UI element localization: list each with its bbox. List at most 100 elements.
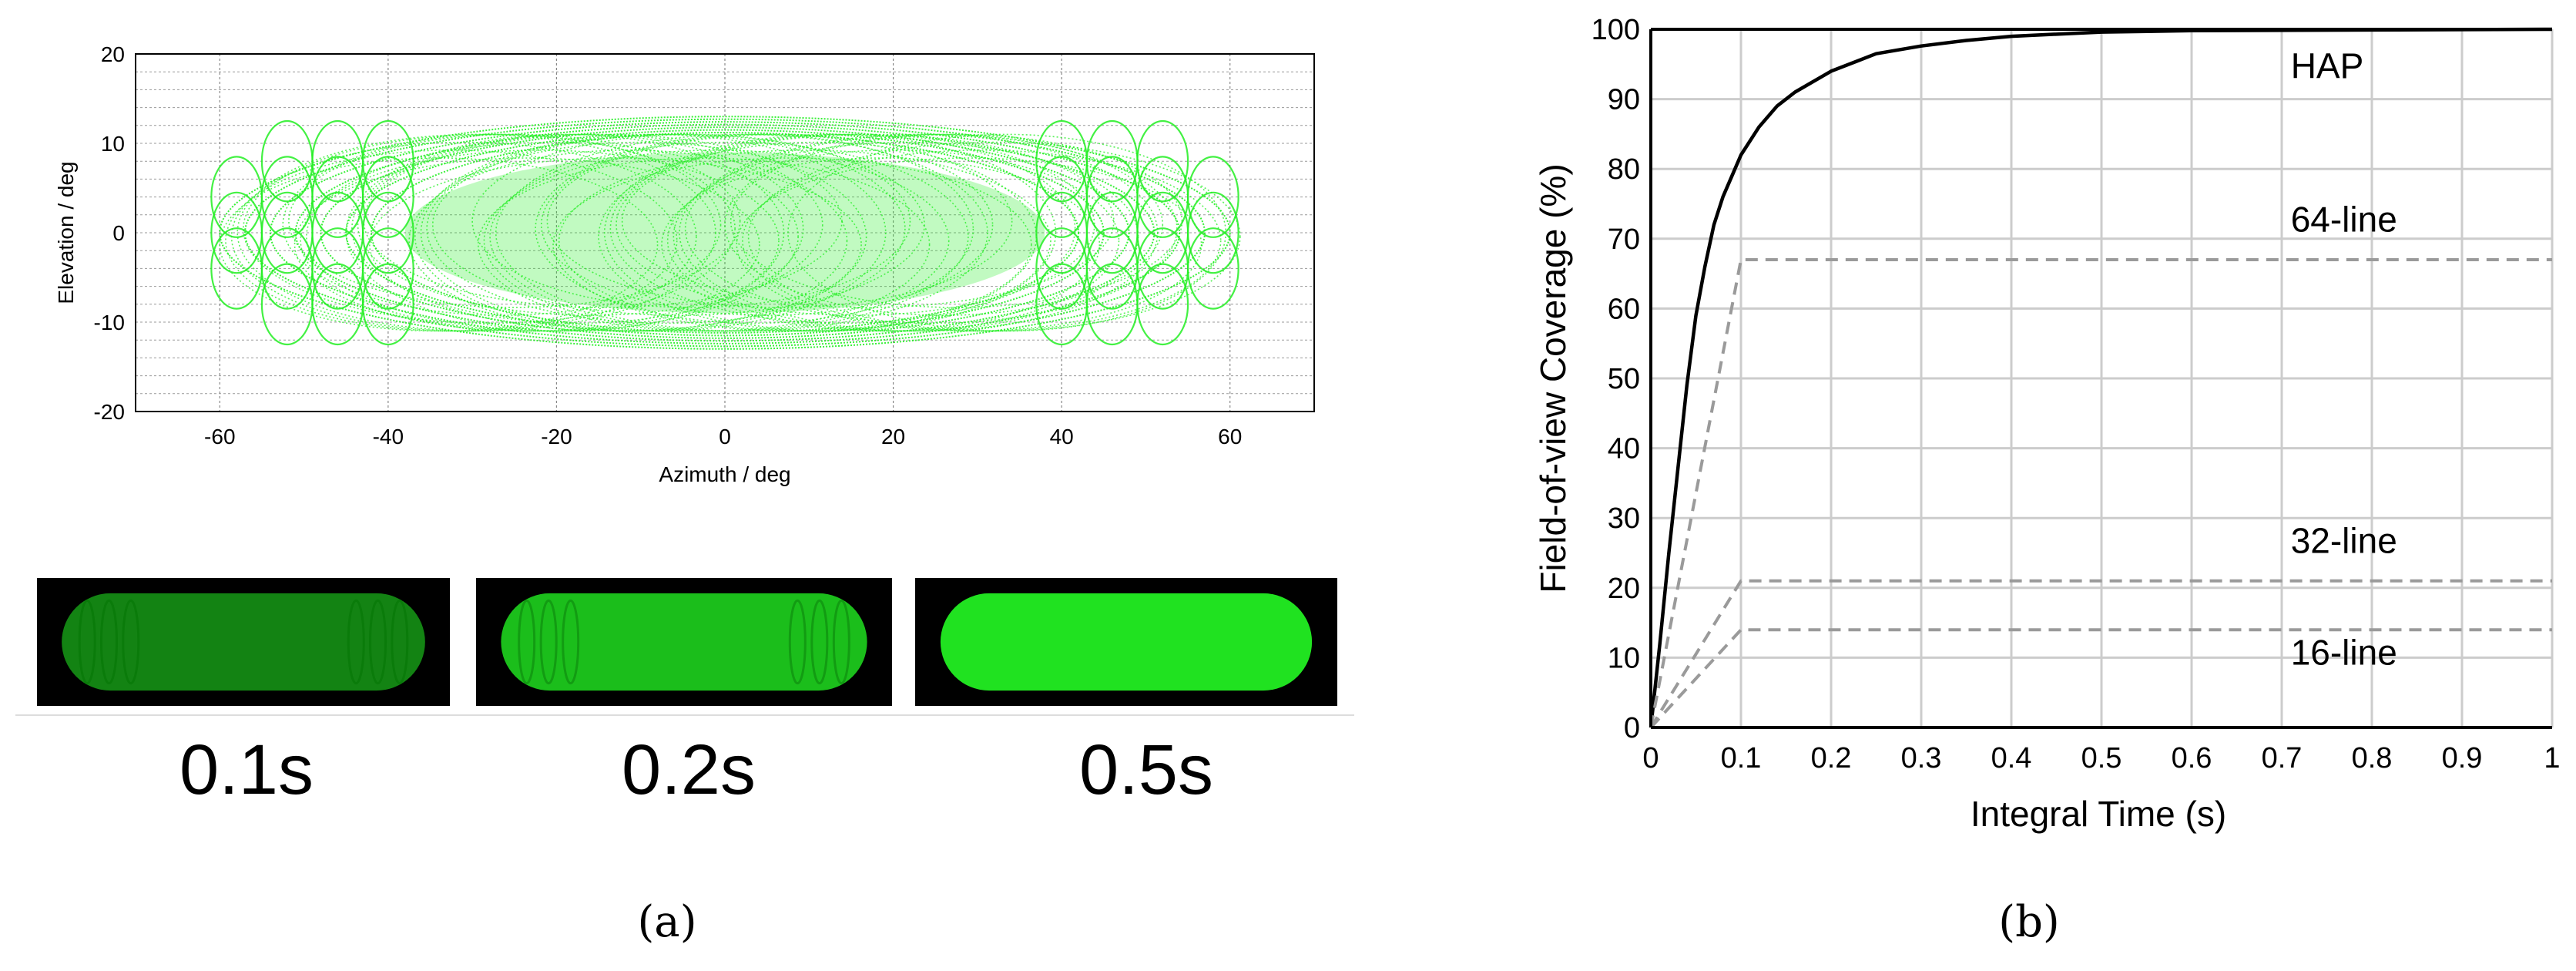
thumbnail-strip: 0.1s 0.2s 0.5s [15,578,1354,809]
scan-lobe [361,119,414,203]
coverage-x-tick-label: 1 [2544,742,2560,774]
thumbnail-lobe [562,599,580,685]
coverage-y-tick-label: 0 [1624,712,1640,744]
coverage-axes [1649,28,2552,729]
scan-lobe [361,263,414,346]
scan-points [210,116,1241,350]
scan-y-tick-label: -20 [94,400,125,424]
thumbnail-lobe [518,599,536,685]
scan-lobe [361,227,414,310]
scan-lobe [1136,119,1189,203]
scan-petal [306,141,799,332]
scan-petal [357,133,823,316]
coverage-y-tick-label: 80 [1608,153,1640,186]
scan-petal [408,150,848,332]
scan-petal [431,133,925,316]
coverage-y-tick-label: 10 [1608,642,1640,674]
scan-shell [345,129,1105,337]
thumbnail-lobe [391,599,409,685]
thumbnail-0-1s-label: 0.1s [179,731,314,809]
series-16-line [1649,628,2552,729]
coverage-y-tick-label: 50 [1608,363,1640,395]
scan-petal [742,150,1222,332]
scan-petal [351,133,804,324]
scan-pattern-chart: -60 -40 -20 0 20 40 60 -20 -10 0 10 20 Azimuth / d… [54,42,1315,486]
coverage-series [1649,27,2553,729]
scan-y-axis-label: Elevation / deg [54,161,78,304]
scan-y-ticks: -20 -10 0 10 20 [94,42,125,424]
coverage-x-tick-label: 0 [1642,742,1659,774]
thumbnail-0-1s: 0.1s [37,578,450,809]
scan-shell [294,123,1156,342]
annotation-hap: HAP [2291,45,2364,86]
coverage-y-tick-label: 60 [1608,293,1640,325]
thumbnail-lobe [369,599,387,685]
scan-petal [243,133,736,324]
scan-petal [471,133,911,308]
coverage-x-tick-label: 0.7 [2262,742,2303,774]
coverage-y-tick-label: 100 [1592,14,1640,46]
scan-plot-frame [135,53,1315,412]
scan-petal [684,133,1178,324]
scan-x-tick-label: 20 [881,425,905,449]
annotation-32-line: 32-line [2291,521,2397,561]
scan-core [404,152,1045,314]
scan-petal [558,150,1052,332]
scan-x-tick-label: 60 [1218,425,1242,449]
coverage-y-tick-label: 40 [1608,433,1640,465]
scan-grid [136,54,1314,412]
scan-petal [483,150,950,332]
scan-petal [293,157,760,332]
coverage-y-tick-label: 90 [1608,84,1640,116]
thumbnail-lobe [788,599,807,685]
scan-petal [288,133,741,308]
coverage-x-tick-label: 0.4 [1991,742,2032,774]
scan-shell [320,126,1130,339]
scan-petal [747,141,1241,332]
scan-petal [535,133,974,324]
scan-petal [609,133,1076,324]
scan-lobe [361,156,414,238]
scan-lobe [361,191,414,274]
thumbnail-0-2s: 0.2s [476,578,892,809]
series-hap [1649,27,2553,728]
thumbnail-lobe [832,599,850,685]
scan-shell [219,116,1231,350]
scan-x-tick-label: 0 [719,425,731,449]
scan-lobe [1136,263,1189,346]
thumbnail-lobe [78,599,96,685]
scan-petal [540,133,994,316]
coverage-x-tick-label: 0.9 [2442,742,2483,774]
coverage-chart: 0 0.1 0.2 0.3 0.4 0.5 0.6 0.7 0.8 0.9 1 0 10 20 30 40 5… [1533,14,2561,834]
thumbnail-lobe [810,599,829,685]
scan-petal [414,141,867,332]
coverage-x-axis-label: Integral Time (s) [1971,794,2226,834]
scan-y-tick-label: 10 [101,132,125,156]
scan-shell [371,132,1079,334]
coverage-x-tick-label: 0.8 [2352,742,2393,774]
scan-x-tick-label: -20 [541,425,572,449]
scan-lobe [1186,227,1239,310]
scan-x-axis-label: Azimuth / deg [659,462,790,486]
scan-petal [730,133,1183,308]
coverage-x-tick-label: 0.1 [1721,742,1762,774]
caption-a: (a) [637,897,696,947]
coverage-y-ticks: 0 10 20 30 40 50 60 70 80 90 100 [1592,14,1640,744]
scan-shell [244,118,1206,348]
scan-petal [300,150,780,332]
scan-x-tick-label: 40 [1050,425,1074,449]
thumbnail-0-5s-label: 0.5s [1079,731,1213,809]
thumbnail-pattern [62,593,425,691]
coverage-y-tick-label: 70 [1608,223,1640,256]
coverage-x-tick-label: 0.5 [2081,742,2122,774]
scan-petal [489,141,969,332]
scan-y-tick-label: -10 [94,311,125,334]
thumbnail-pattern [501,593,867,691]
scan-petal [477,157,931,332]
scan-petal [603,133,1057,332]
annotation-16-line: 16-line [2291,632,2397,672]
scan-x-ticks: -60 -40 -20 0 20 40 60 [204,425,1242,449]
scan-lobe [1186,156,1239,238]
thumbnail-0-5s: 0.5s [915,578,1337,809]
scan-petal [495,133,988,332]
